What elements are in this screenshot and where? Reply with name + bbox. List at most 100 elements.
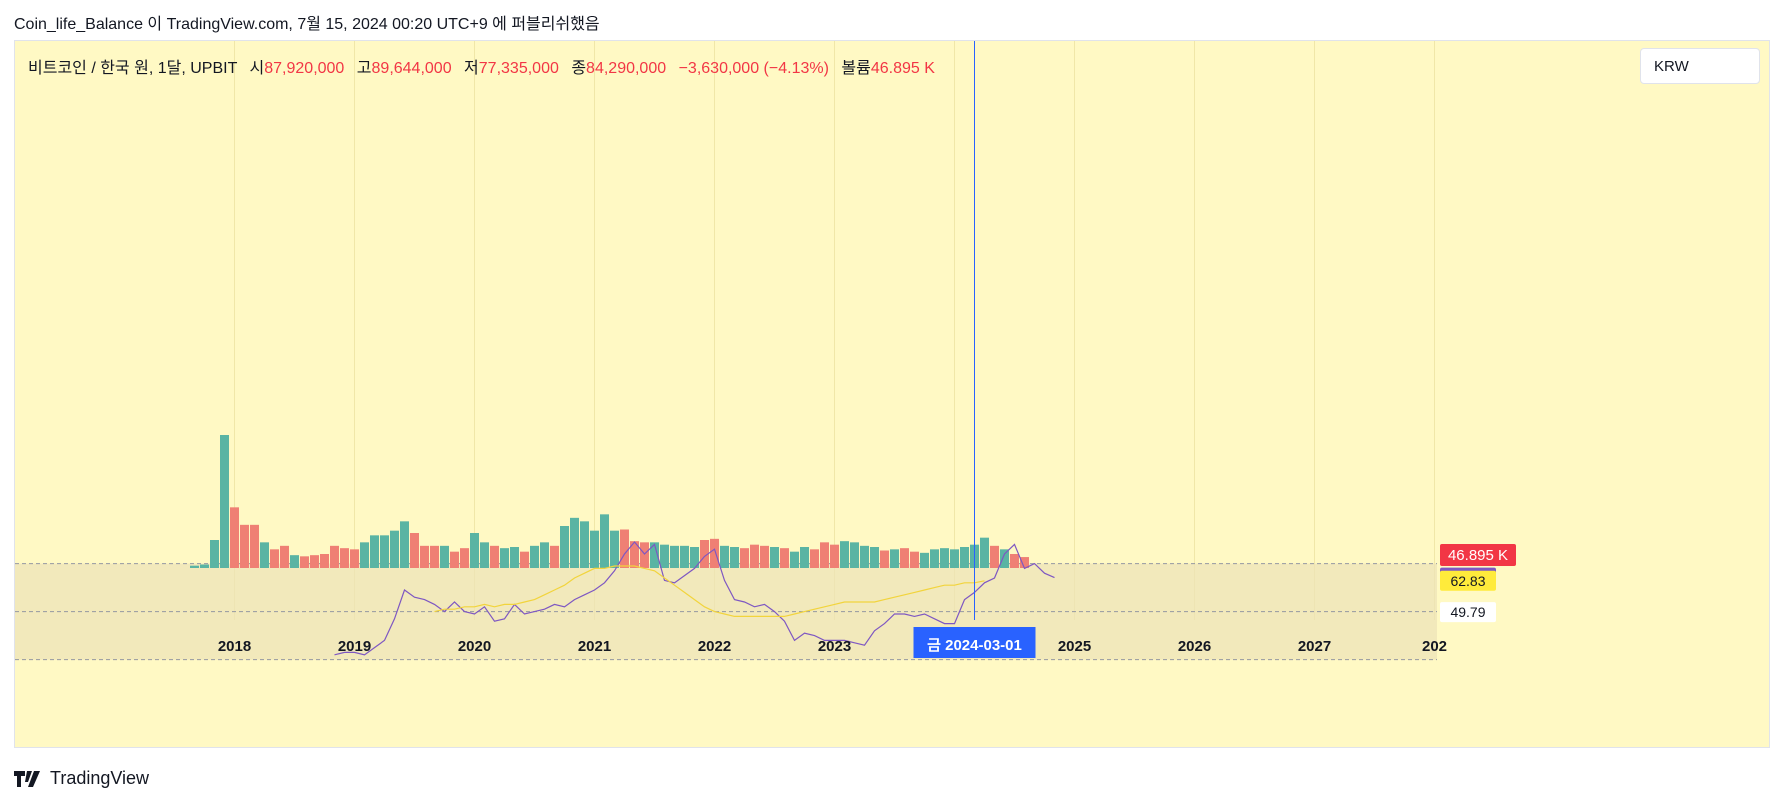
volume-bar <box>650 542 659 568</box>
volume-bar <box>750 544 759 568</box>
crosshair-date-box <box>913 627 1036 658</box>
volume-bar <box>720 545 729 568</box>
volume-bar <box>740 548 749 568</box>
volume-bar <box>690 547 699 568</box>
volume-bars <box>190 435 1029 568</box>
volume-bar <box>510 547 519 568</box>
legend-change: −3,630,000 (−4.13%) <box>678 60 829 77</box>
volume-bar <box>240 524 249 568</box>
volume-bar <box>450 551 459 568</box>
tradingview-brand-text: TradingView <box>50 768 150 788</box>
volume-bar <box>370 535 379 568</box>
volume-bar <box>350 549 359 568</box>
crosshair-date-label: 금 2024-03-01 <box>927 637 1022 654</box>
currency-button[interactable]: KRW <box>1640 48 1760 84</box>
volume-bar <box>800 547 809 568</box>
volume-bar <box>870 547 879 568</box>
volume-bar <box>900 548 909 568</box>
legend-high-value: 89,644,000 <box>371 60 452 77</box>
volume-bar <box>880 550 889 568</box>
legend-open-label: 시 <box>249 60 265 77</box>
volume-bar <box>680 545 689 568</box>
volume-bar <box>440 545 449 568</box>
legend-high-label: 고 <box>356 60 372 77</box>
volume-bar <box>780 548 789 568</box>
year-label: 2027 <box>1298 638 1331 655</box>
volume-bar <box>190 565 199 568</box>
rsi-badge-box <box>1440 602 1496 623</box>
volume-bar <box>950 549 959 568</box>
volume-bar <box>1020 557 1029 568</box>
volume-bar <box>770 547 779 568</box>
volume-bar <box>980 537 989 568</box>
volume-bar <box>830 544 839 568</box>
rsi-badge-label: 62.83 <box>1450 573 1485 589</box>
volume-bar <box>540 542 549 568</box>
price-axis: 120,000,00030,000,00020,000,00012,000,00… <box>1440 544 1516 623</box>
volume-bar <box>890 549 899 568</box>
volume-bar <box>930 549 939 568</box>
legend-symbol: 비트코인 / 한국 원, 1달, UPBIT <box>28 60 238 77</box>
volume-bar <box>850 542 859 568</box>
volume-bar <box>200 564 209 568</box>
volume-bar <box>920 552 929 568</box>
volume-bar <box>530 545 539 568</box>
tradingview-logo[interactable]: TradingView <box>14 768 149 789</box>
legend-volume-label: 볼륨 <box>841 60 871 77</box>
year-label: 2025 <box>1058 638 1091 655</box>
year-label: 2019 <box>338 638 371 655</box>
volume-bar <box>250 524 259 568</box>
year-label: 2023 <box>818 638 851 655</box>
volume-bar <box>220 435 229 568</box>
volume-badge-box <box>1440 544 1516 567</box>
volume-bar <box>480 542 489 568</box>
volume-bar <box>490 545 499 568</box>
legend-close-value: 84,290,000 <box>586 60 667 77</box>
volume-bar <box>730 547 739 568</box>
volume-bar <box>960 547 969 568</box>
volume-bar <box>600 514 609 568</box>
legend-open-value: 87,920,000 <box>264 60 345 77</box>
year-label: 2026 <box>1178 638 1211 655</box>
volume-bar <box>430 545 439 568</box>
volume-bar <box>390 530 399 568</box>
legend-close-label: 종 <box>571 60 587 77</box>
volume-bar <box>860 545 869 568</box>
volume-bar <box>660 544 669 568</box>
volume-bar <box>410 533 419 568</box>
volume-bar <box>470 533 479 568</box>
rsi-line <box>334 541 1055 656</box>
volume-bar <box>520 551 529 568</box>
year-label: 2021 <box>578 638 611 655</box>
tradingview-icon <box>14 770 40 787</box>
volume-bar <box>550 545 559 568</box>
rsi-badge-box <box>1440 570 1496 591</box>
rsi-ma-line <box>434 565 985 618</box>
volume-bar <box>230 507 239 568</box>
year-label: 2020 <box>458 638 491 655</box>
volume-bar <box>910 551 919 568</box>
rsi-badge: 62.83 <box>1440 570 1496 591</box>
published-by-line: Coin_life_Balance 이 TradingView.com, 7월 … <box>14 16 600 33</box>
volume-bar <box>500 548 509 568</box>
volume-bar <box>210 540 219 568</box>
volume-bar <box>560 526 569 568</box>
rsi-badge: 49.79 <box>1440 602 1496 623</box>
volume-bar <box>260 542 269 568</box>
volume-bar <box>570 517 579 568</box>
volume-bar <box>590 530 599 568</box>
volume-bar <box>580 521 589 568</box>
volume-bar <box>640 542 649 568</box>
rsi-badge-label: 49.79 <box>1450 604 1485 620</box>
volume-bar <box>820 542 829 568</box>
volume-bar <box>670 545 679 568</box>
legend-low-value: 77,335,000 <box>478 60 559 77</box>
volume-bar <box>940 548 949 568</box>
volume-bar <box>420 545 429 568</box>
volume-bar <box>840 541 849 568</box>
volume-bar <box>990 545 999 568</box>
volume-bar <box>760 545 769 568</box>
volume-bar <box>300 556 309 568</box>
volume-bar <box>620 529 629 568</box>
